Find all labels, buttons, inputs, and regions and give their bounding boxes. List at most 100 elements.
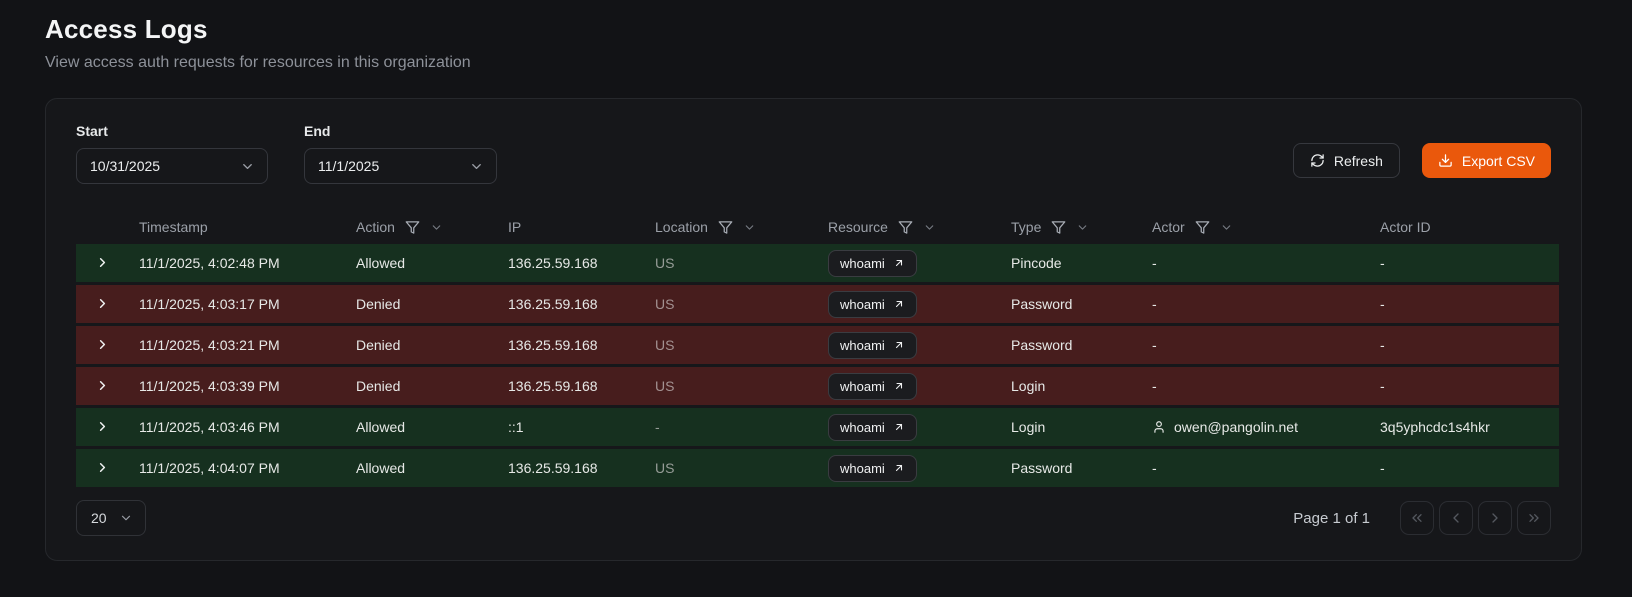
chevron-down-icon[interactable]	[1076, 221, 1089, 234]
chevron-down-icon[interactable]	[923, 221, 936, 234]
cell-type: Password	[1011, 296, 1073, 312]
chevron-right-icon	[95, 255, 110, 270]
cell-type: Password	[1011, 337, 1073, 353]
chevron-right-icon	[95, 296, 110, 311]
column-header-resource[interactable]: Resource	[828, 219, 1011, 235]
resource-link-button[interactable]: whoami	[828, 372, 917, 400]
cell-actor-id: -	[1380, 378, 1385, 394]
resource-label: whoami	[840, 255, 885, 271]
actor-label: -	[1152, 378, 1157, 394]
expand-row-button[interactable]	[93, 417, 112, 436]
actor-label: -	[1152, 460, 1157, 476]
prev-page-button[interactable]	[1439, 501, 1473, 535]
filter-icon[interactable]	[718, 220, 733, 235]
resource-label: whoami	[840, 378, 885, 394]
cell-location: US	[655, 296, 675, 312]
chevron-down-icon[interactable]	[430, 221, 443, 234]
cell-actor: -	[1152, 255, 1380, 271]
cell-actor-id: -	[1380, 460, 1385, 476]
expand-row-button[interactable]	[93, 294, 112, 313]
refresh-icon	[1310, 153, 1325, 168]
cell-location: US	[655, 255, 675, 271]
column-label: Action	[356, 219, 395, 235]
table-header-row: Timestamp Action IP Location Resource Type Act…	[76, 210, 1559, 244]
cell-timestamp: 11/1/2025, 4:02:48 PM	[139, 255, 280, 271]
start-label: Start	[76, 123, 108, 139]
cell-ip: ::1	[508, 419, 524, 435]
export-csv-button[interactable]: Export CSV	[1421, 143, 1551, 178]
first-page-button[interactable]	[1400, 501, 1434, 535]
logs-card: Start 10/31/2025 End 11/1/2025	[45, 98, 1582, 561]
filter-icon[interactable]	[1051, 220, 1066, 235]
cell-location: US	[655, 378, 675, 394]
cell-location: US	[655, 460, 675, 476]
external-link-icon	[893, 257, 905, 269]
resource-link-button[interactable]: whoami	[828, 249, 917, 277]
cell-ip: 136.25.59.168	[508, 460, 598, 476]
resource-label: whoami	[840, 460, 885, 476]
chevron-right-icon	[95, 419, 110, 434]
actor-label: -	[1152, 296, 1157, 312]
chevron-down-icon[interactable]	[1220, 221, 1233, 234]
column-header-action[interactable]: Action	[356, 219, 508, 235]
chevron-left-icon	[1448, 510, 1464, 526]
end-date-select[interactable]: 11/1/2025	[304, 148, 497, 184]
cell-ip: 136.25.59.168	[508, 296, 598, 312]
cell-actor-id: -	[1380, 255, 1385, 271]
column-header-actor[interactable]: Actor	[1152, 219, 1380, 235]
cell-ip: 136.25.59.168	[508, 378, 598, 394]
access-logs-page: Access Logs View access auth requests fo…	[45, 14, 1582, 561]
user-icon	[1152, 420, 1166, 434]
column-header-type[interactable]: Type	[1011, 219, 1152, 235]
cell-action: Denied	[356, 296, 401, 312]
start-date-select[interactable]: 10/31/2025	[76, 148, 268, 184]
chevron-right-icon	[95, 337, 110, 352]
filter-icon[interactable]	[405, 220, 420, 235]
cell-location: -	[655, 419, 660, 435]
cell-type: Password	[1011, 460, 1073, 476]
last-page-button[interactable]	[1517, 501, 1551, 535]
table-row: 11/1/2025, 4:03:46 PM Allowed ::1 - whoa…	[76, 408, 1559, 446]
start-date-field: Start 10/31/2025	[76, 123, 268, 184]
chevron-down-icon[interactable]	[743, 221, 756, 234]
next-page-button[interactable]	[1478, 501, 1512, 535]
filter-icon[interactable]	[898, 220, 913, 235]
chevrons-left-icon	[1409, 510, 1425, 526]
cell-action: Denied	[356, 337, 401, 353]
chevron-right-icon	[95, 378, 110, 393]
table-footer: 20 Page 1 of 1	[76, 500, 1551, 536]
external-link-icon	[893, 339, 905, 351]
start-date-value: 10/31/2025	[90, 158, 161, 174]
cell-action: Allowed	[356, 460, 406, 476]
filter-icon[interactable]	[1195, 220, 1210, 235]
resource-link-button[interactable]: whoami	[828, 413, 917, 441]
page-info: Page 1 of 1	[1293, 509, 1370, 527]
cell-actor: owen@pangolin.net	[1152, 419, 1380, 435]
chevron-down-icon	[469, 159, 484, 174]
expand-row-button[interactable]	[93, 253, 112, 272]
cell-actor-id: -	[1380, 296, 1385, 312]
expand-row-button[interactable]	[93, 458, 112, 477]
page-size-select[interactable]: 20	[76, 500, 146, 536]
column-label: IP	[508, 219, 522, 235]
page-size-value: 20	[91, 510, 107, 526]
resource-link-button[interactable]: whoami	[828, 290, 917, 318]
resource-link-button[interactable]: whoami	[828, 331, 917, 359]
expand-row-button[interactable]	[93, 335, 112, 354]
cell-location: US	[655, 337, 675, 353]
cell-timestamp: 11/1/2025, 4:03:39 PM	[139, 378, 280, 394]
column-header-location[interactable]: Location	[655, 219, 828, 235]
column-label: Type	[1011, 219, 1042, 235]
column-label: Actor ID	[1380, 219, 1431, 235]
column-header-actor-id: Actor ID	[1380, 219, 1559, 235]
expand-row-button[interactable]	[93, 376, 112, 395]
refresh-button[interactable]: Refresh	[1292, 143, 1400, 178]
chevron-down-icon	[119, 511, 133, 525]
end-date-value: 11/1/2025	[318, 158, 380, 174]
cell-actor: -	[1152, 337, 1380, 353]
end-label: End	[304, 123, 331, 139]
download-icon	[1438, 153, 1453, 168]
cell-actor: -	[1152, 460, 1380, 476]
resource-link-button[interactable]: whoami	[828, 454, 917, 482]
cell-actor: -	[1152, 378, 1380, 394]
